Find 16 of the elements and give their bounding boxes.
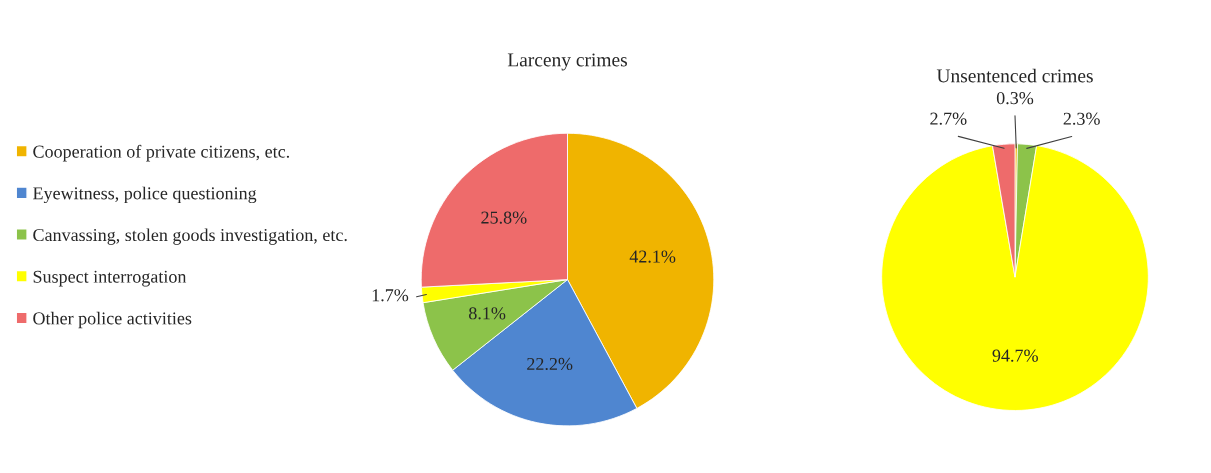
data-label: 2.3% [1063,112,1100,125]
legend-label: Other police activities [33,311,192,329]
data-label: 2.7% [930,112,967,125]
legend-label: Eyewitness, police questioning [33,186,257,204]
data-label: 0.3% [996,91,1034,105]
data-label: 22.2% [527,357,573,371]
legend-label: Suspect interrogation [33,270,187,287]
legend-label: Canvassing, stolen goods investigation, etc. [33,228,347,245]
data-label: 1.7% [372,289,409,302]
chart-title: Larceny crimes [507,53,627,71]
data-label: 25.8% [481,211,527,224]
data-label: 8.1% [469,307,506,320]
data-label: 42.1% [629,250,676,263]
data-label: 94.7% [992,349,1038,362]
legend-label: Cooperation of private citizens, etc. [33,144,290,162]
chart-title: Unsentenced crimes [936,68,1093,83]
